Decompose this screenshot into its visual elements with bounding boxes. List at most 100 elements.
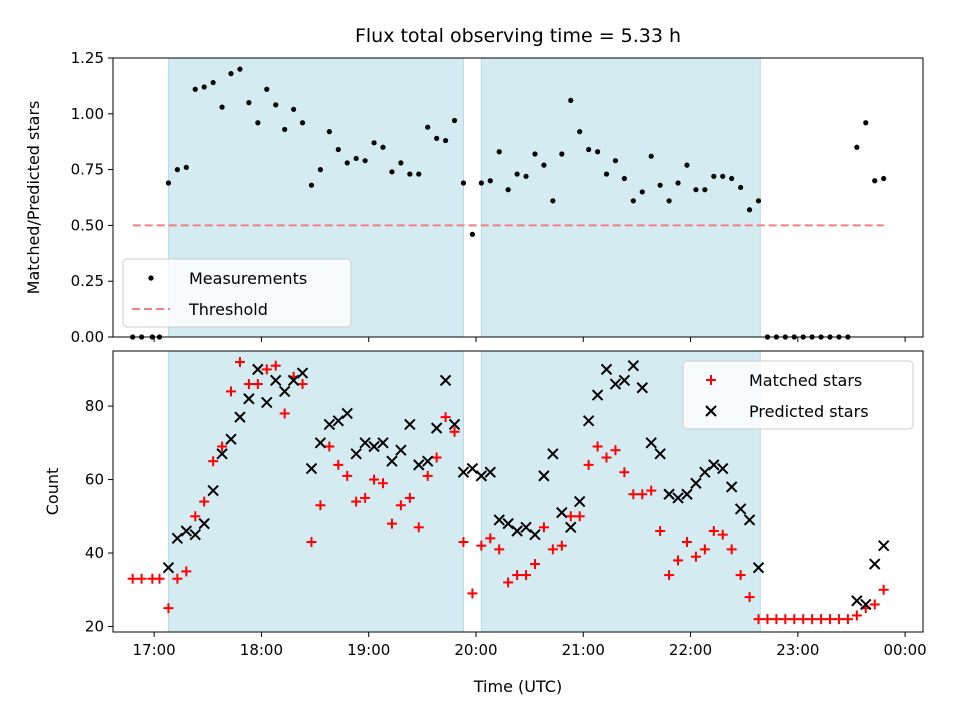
y-tick-label: 60: [85, 471, 104, 489]
legend-swatch: [148, 275, 154, 281]
data-point: [532, 151, 538, 157]
data-point: [654, 448, 666, 460]
data-point: [514, 171, 520, 177]
data-point: [664, 570, 675, 581]
data-point: [422, 470, 433, 481]
data-point: [851, 595, 863, 607]
data-point: [252, 379, 263, 390]
data-point: [360, 492, 371, 503]
data-point: [755, 198, 762, 204]
data-point: [421, 455, 434, 467]
data-point: [359, 437, 371, 449]
data-point: [690, 477, 702, 489]
data-point: [657, 182, 663, 188]
data-point: [234, 411, 246, 423]
data-point: [389, 169, 395, 175]
data-point: [398, 160, 404, 166]
data-point: [702, 187, 708, 193]
data-point: [612, 158, 619, 164]
data-point: [547, 448, 559, 460]
data-point: [279, 408, 290, 419]
data-point: [511, 525, 523, 537]
data-point: [324, 441, 335, 452]
data-point: [630, 198, 636, 204]
data-point: [780, 614, 791, 625]
data-point: [183, 164, 189, 170]
data-point: [637, 489, 648, 500]
data-point: [442, 137, 449, 144]
data-point: [851, 610, 862, 621]
data-point: [520, 521, 532, 534]
data-point: [434, 135, 440, 141]
data-point: [681, 537, 692, 548]
data-point: [192, 86, 198, 92]
data-point: [261, 396, 273, 409]
data-point: [601, 452, 612, 463]
data-point: [171, 532, 184, 545]
observing-window-2: [480, 57, 761, 338]
data-point: [618, 374, 631, 387]
data-point: [308, 182, 315, 188]
data-point: [645, 437, 657, 449]
data-point: [789, 614, 800, 625]
data-point: [210, 79, 216, 86]
data-point: [180, 525, 193, 537]
data-point: [198, 517, 210, 530]
data-point: [162, 562, 175, 574]
y-tick-label: 0.75: [71, 161, 104, 179]
data-point: [201, 84, 207, 90]
data-point: [591, 389, 604, 401]
data-point: [720, 173, 726, 179]
chart-title: Flux total observing time = 5.33 h: [355, 25, 681, 47]
data-point: [752, 562, 765, 574]
data-point: [226, 386, 237, 397]
data-point: [189, 528, 201, 541]
data-point: [172, 573, 183, 584]
data-point: [582, 415, 595, 427]
data-point: [877, 539, 890, 552]
data-point: [341, 407, 353, 420]
data-point: [290, 106, 297, 112]
data-point: [439, 374, 452, 387]
data-point: [413, 459, 425, 471]
count-panel: 20 40 60 80 17:00 18:00 19:00 20:00 21:00 22:00 23…: [43, 350, 927, 659]
ratio-legend: Measurements Threshold: [122, 258, 352, 328]
data-point: [628, 489, 639, 500]
data-point: [684, 162, 690, 168]
data-point: [603, 171, 610, 177]
data-point: [333, 459, 344, 470]
data-point: [416, 171, 422, 177]
data-point: [717, 529, 728, 540]
data-point: [666, 198, 672, 204]
data-point: [377, 437, 389, 449]
data-point: [746, 207, 753, 213]
data-point: [699, 544, 710, 555]
data-point: [237, 66, 243, 72]
data-point: [207, 484, 219, 497]
data-point: [586, 146, 592, 153]
data-point: [798, 614, 809, 625]
y-tick-label: 1.00: [71, 105, 104, 123]
legend-label: Threshold: [188, 300, 268, 319]
data-point: [743, 514, 756, 526]
data-point: [380, 144, 386, 150]
legend-box: [682, 360, 914, 430]
data-point: [208, 456, 219, 467]
data-point: [729, 175, 735, 182]
y-tick-label: 0.50: [71, 216, 104, 234]
data-point: [386, 455, 398, 467]
data-point: [673, 555, 684, 566]
data-point: [708, 459, 720, 471]
series-matched-stars: [127, 357, 889, 625]
y-tick-label: 1.25: [71, 49, 104, 67]
data-point: [621, 175, 627, 182]
data-point: [816, 614, 827, 625]
data-point: [556, 540, 567, 551]
data-point: [693, 187, 699, 193]
data-point: [663, 488, 675, 500]
data-point: [521, 570, 532, 581]
data-point: [404, 492, 415, 503]
x-tick-label: 00:00: [884, 641, 927, 659]
data-point: [484, 466, 496, 478]
data-point: [541, 162, 547, 168]
